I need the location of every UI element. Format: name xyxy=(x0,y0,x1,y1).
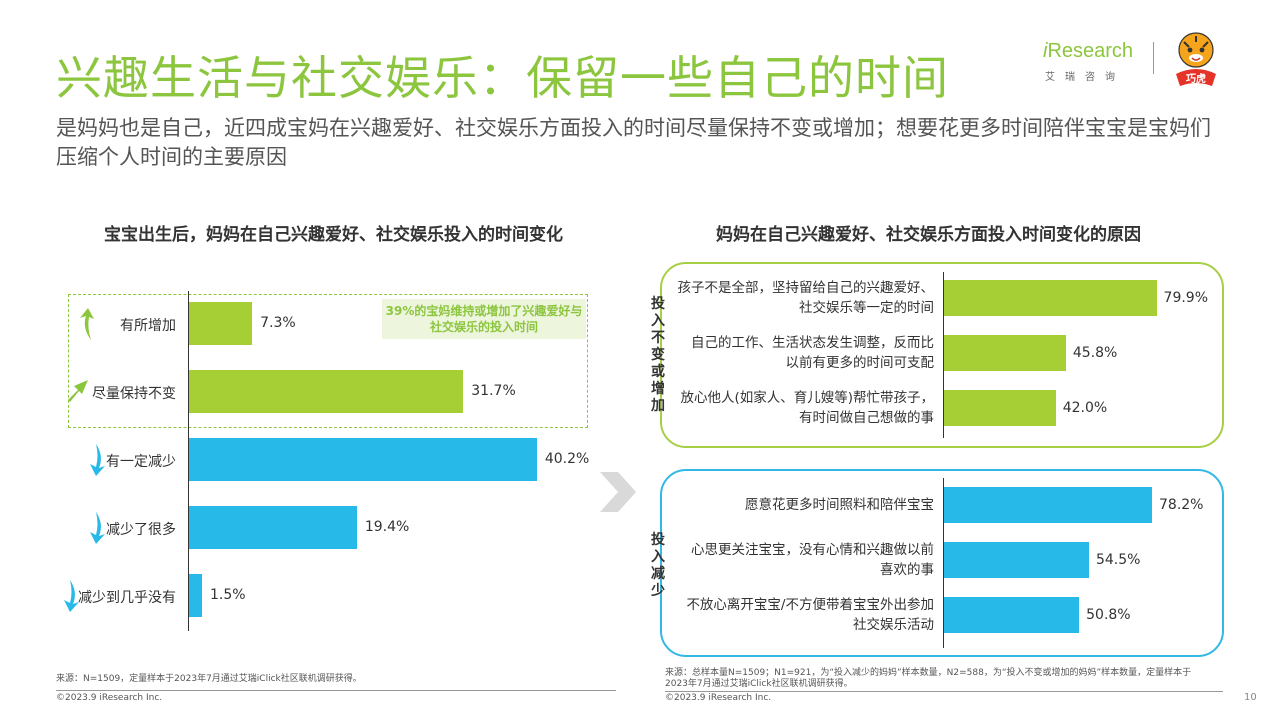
right-bar-g1-2 xyxy=(944,335,1066,371)
left-value-label: 40.2% xyxy=(544,451,590,467)
left-chart-axis xyxy=(188,291,189,631)
right-value-label: 54.5% xyxy=(1095,552,1141,568)
logo-brand-rest: Research xyxy=(1047,40,1134,62)
logo-brand-cn: 艾瑞咨询 xyxy=(1045,72,1125,83)
right-category-label-line: 自己的工作、生活状态发生调整，反而比 xyxy=(691,335,934,351)
arrow-up-icon xyxy=(76,306,102,342)
iresearch-logo: iResearch 艾瑞咨询 xyxy=(1043,36,1143,86)
left-category-label: 减少了很多 xyxy=(106,522,176,538)
left-category-label: 有一定减少 xyxy=(106,454,176,470)
chevron-right-icon xyxy=(596,470,640,514)
right-bar-g1-1 xyxy=(944,280,1157,316)
right-category-label-line: 社交娱乐等一定的时间 xyxy=(799,300,934,316)
right-category-label: 孩子不是全部，坚持留给自己的兴趣爱好、社交娱乐等一定的时间 xyxy=(664,278,935,318)
right-category-label-line: 社交娱乐活动 xyxy=(853,617,934,633)
right-category-label: 愿意花更多时间照料和陪伴宝宝 xyxy=(664,495,934,515)
right-copyright: ©2023.9 iResearch Inc. xyxy=(665,693,772,703)
left-footer-divider xyxy=(56,690,616,691)
left-value-label: 19.4% xyxy=(364,519,410,535)
right-category-label-line: 孩子不是全部，坚持留给自己的兴趣爱好、 xyxy=(677,280,935,296)
right-source-note-line1: 来源：总样本量N=1509；N1=921，为“投入减少的妈妈”样本数量，N2=5… xyxy=(665,668,1192,678)
right-category-label-line: 放心他人(如家人、育儿嫂等)帮忙带孩子， xyxy=(680,390,934,406)
right-bar-g2-2 xyxy=(944,542,1089,578)
left-source-note: 来源：N=1509，定量样本于2023年7月通过艾瑞iClick社区联机调研获得… xyxy=(56,674,362,684)
left-category-label: 尽量保持不变 xyxy=(92,386,176,402)
group-label-decreased: 投入减少 xyxy=(651,532,665,599)
left-bar-1 xyxy=(189,302,253,345)
arrow-down-icon xyxy=(58,578,84,614)
left-bar-4 xyxy=(189,506,357,549)
right-footer-divider xyxy=(665,691,1223,692)
right-value-label: 78.2% xyxy=(1159,497,1204,513)
group-box-unchanged-or-increased xyxy=(660,262,1224,448)
right-chart-title: 妈妈在自己兴趣爱好、社交娱乐方面投入时间变化的原因 xyxy=(716,225,1141,245)
right-category-label-line: 有时间做自己想做的事 xyxy=(799,410,934,426)
right-value-label: 42.0% xyxy=(1062,400,1108,416)
left-category-label: 有所增加 xyxy=(120,318,176,334)
right-category-label-line: 喜欢的事 xyxy=(880,562,934,578)
right-category-label: 不放心离开宝宝/不方便带着宝宝外出参加社交娱乐活动 xyxy=(664,595,934,635)
right-bar-g2-1 xyxy=(944,487,1152,523)
logo-brand-i: i xyxy=(1043,40,1048,62)
highlight-box xyxy=(68,294,588,428)
mascot-text: 巧虎 xyxy=(1186,72,1206,85)
arrow-down-icon xyxy=(84,510,110,546)
left-bar-2 xyxy=(189,370,464,413)
right-category-label-line: 以前有更多的时间可支配 xyxy=(785,355,935,371)
qiaohu-mascot-logo: 巧虎 xyxy=(1164,28,1228,90)
right-category-label: 心思更关注宝宝，没有心情和兴趣做以前喜欢的事 xyxy=(664,540,934,580)
right-chart-axis-top xyxy=(943,272,944,438)
left-category-label: 减少到几乎没有 xyxy=(78,590,176,606)
right-category-label: 自己的工作、生活状态发生调整，反而比以前有更多的时间可支配 xyxy=(664,333,934,373)
left-value-label: 1.5% xyxy=(209,587,246,603)
left-value-label: 7.3% xyxy=(260,315,296,331)
left-copyright: ©2023.9 iResearch Inc. xyxy=(56,693,163,703)
right-value-label: 79.9% xyxy=(1163,290,1209,306)
arrow-flat-icon xyxy=(66,374,92,410)
group-label-unchanged-or-increased: 投入不变或增加 xyxy=(651,296,665,414)
right-category-label-line: 不放心离开宝宝/不方便带着宝宝外出参加 xyxy=(686,597,934,613)
arrow-down-icon xyxy=(84,442,110,478)
right-source-note-line2: 2023年7月通过艾瑞iClick社区联机调研获得。 xyxy=(665,679,853,689)
right-value-label: 50.8% xyxy=(1086,607,1131,623)
right-bar-g1-3 xyxy=(944,390,1056,426)
group-box-decreased xyxy=(660,469,1224,657)
right-category-label: 放心他人(如家人、育儿嫂等)帮忙带孩子， 有时间做自己想做的事 xyxy=(664,388,934,428)
page-subtitle: 是妈妈也是自己，近四成宝妈在兴趣爱好、社交娱乐方面投入的时间尽量保持不变或增加；… xyxy=(56,116,1211,169)
right-value-label: 45.8% xyxy=(1072,345,1118,361)
right-category-label-line: 心思更关注宝宝，没有心情和兴趣做以前 xyxy=(691,542,934,558)
right-chart-axis-bottom xyxy=(943,478,944,648)
left-value-label: 31.7% xyxy=(471,383,516,399)
highlight-note: 39%的宝妈维持或增加了兴趣爱好与社交娱乐的投入时间 xyxy=(382,299,586,339)
left-bar-5 xyxy=(189,574,202,617)
right-category-label-line: 愿意花更多时间照料和陪伴宝宝 xyxy=(745,497,934,513)
left-chart-title: 宝宝出生后，妈妈在自己兴趣爱好、社交娱乐投入的时间变化 xyxy=(104,225,563,245)
logo-divider xyxy=(1153,42,1154,74)
right-bar-g2-3 xyxy=(944,597,1080,633)
page-number: 10 xyxy=(1244,692,1257,703)
left-bar-3 xyxy=(189,438,537,481)
page-title: 兴趣生活与社交娱乐：保留一些自己的时间 xyxy=(56,51,949,105)
